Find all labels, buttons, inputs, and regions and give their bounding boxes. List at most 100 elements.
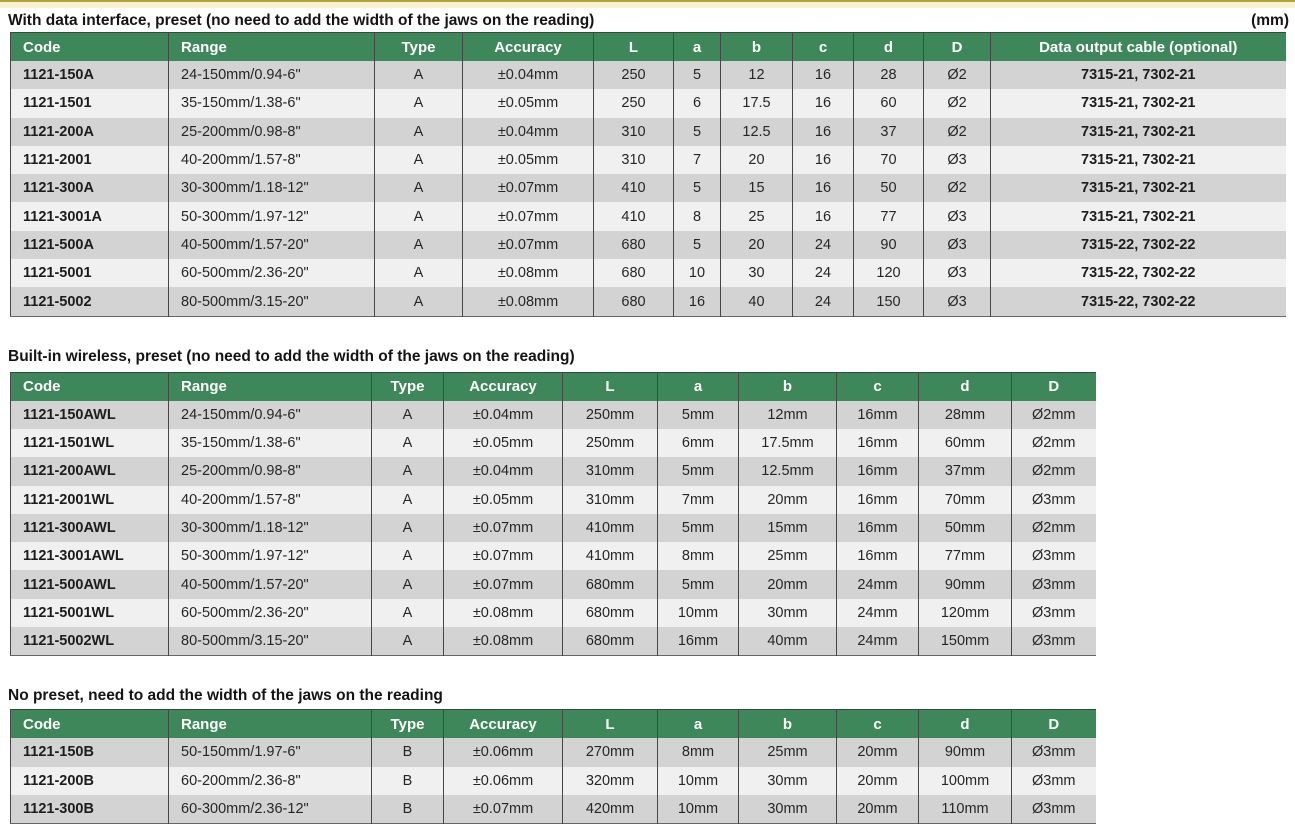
- table-cell: 50mm: [918, 513, 1012, 543]
- table-cell: 24: [792, 287, 854, 317]
- table-cell: 250mm: [562, 400, 658, 429]
- table-cell: ±0.08mm: [443, 627, 563, 656]
- table-cell: Ø2mm: [1011, 513, 1096, 543]
- table-cell: 250: [593, 89, 674, 118]
- table-cell: 60-500mm/2.36-20": [168, 259, 375, 288]
- table-cell: 60-300mm/2.36-12": [168, 794, 372, 824]
- table-cell: 17.5mm: [738, 428, 837, 458]
- table-cell: 80-500mm/3.15-20": [168, 627, 372, 656]
- table-cell: 310: [593, 117, 674, 146]
- table-cell: 40: [720, 287, 793, 317]
- table-cell: 7315-22, 7302-22: [990, 259, 1286, 288]
- table-row: 1121-1501 35-150mm/1.38-6" A ±0.05mm 250 6 17.…: [10, 89, 1286, 118]
- table-cell: 7315-21, 7302-21: [990, 145, 1286, 175]
- table-cell: 100mm: [918, 766, 1012, 795]
- table-cell: A: [371, 428, 444, 458]
- column-header: c: [836, 709, 919, 739]
- table-cell: 50: [853, 174, 924, 203]
- table-cell: Ø3mm: [1011, 485, 1096, 514]
- table-cell: 20mm: [738, 570, 837, 599]
- table-cell: 10mm: [657, 766, 739, 795]
- table-cell: 7315-22, 7302-22: [990, 230, 1286, 260]
- table-cell: 20mm: [836, 738, 919, 767]
- table-row: 1121-1501WL 35-150mm/1.38-6" A ±0.05mm 250mm…: [10, 428, 1096, 458]
- table-row: 1121-200A 25-200mm/0.98-8" A ±0.04mm 310 5 12.…: [10, 117, 1286, 146]
- table-cell: 1121-3001AWL: [10, 542, 169, 571]
- table-cell: Ø3mm: [1011, 598, 1096, 628]
- table-cell: A: [371, 598, 444, 628]
- table-cell: A: [371, 542, 444, 571]
- table-cell: 17.5: [720, 89, 793, 118]
- table-cell: 5: [673, 61, 721, 90]
- table-cell: 24-150mm/0.94-6": [168, 61, 375, 90]
- table-cell: Ø3: [923, 202, 991, 231]
- table-cell: 25: [720, 202, 793, 231]
- table-cell: A: [371, 485, 444, 514]
- column-header: Type: [374, 32, 463, 61]
- unit-label: (mm): [1251, 12, 1289, 29]
- table-cell: 16: [792, 89, 854, 118]
- table-cell: B: [371, 766, 444, 795]
- table-cell: 410mm: [562, 542, 658, 571]
- table-row: 1121-300A 30-300mm/1.18-12" A ±0.07mm 410 5 15…: [10, 174, 1286, 203]
- table-cell: 16: [792, 202, 854, 231]
- table-cell: Ø3mm: [1011, 794, 1096, 824]
- table-cell: 410: [593, 174, 674, 203]
- table-cell: 10mm: [657, 598, 739, 628]
- table-cell: 16: [673, 287, 721, 317]
- table-cell: Ø2mm: [1011, 457, 1096, 486]
- table-cell: 40-200mm/1.57-8": [168, 145, 375, 175]
- table-cell: 90mm: [918, 738, 1012, 767]
- table-row: 1121-150B 50-150mm/1.97-6" B ±0.06mm 270mm 8m…: [10, 738, 1096, 767]
- table-cell: ±0.04mm: [462, 117, 594, 146]
- table-cell: 12: [720, 61, 793, 90]
- column-header: b: [738, 709, 837, 739]
- table-cell: 16mm: [836, 485, 919, 514]
- table-cell: 7315-21, 7302-21: [990, 117, 1286, 146]
- table-cell: B: [371, 794, 444, 824]
- table-cell: 30-300mm/1.18-12": [168, 174, 375, 203]
- table-cell: 25-200mm/0.98-8": [168, 457, 372, 486]
- table-cell: ±0.08mm: [443, 598, 563, 628]
- table-cell: 1121-150B: [10, 738, 169, 767]
- column-header: D: [923, 32, 991, 61]
- table-cell: 1121-5002: [10, 287, 169, 317]
- table-row: 1121-3001A 50-300mm/1.97-12" A ±0.07mm 410 8 2…: [10, 202, 1286, 231]
- table-row: 1121-500A 40-500mm/1.57-20" A ±0.07mm 680 5 20…: [10, 230, 1286, 260]
- table-cell: ±0.07mm: [462, 230, 594, 260]
- table-cell: 120mm: [918, 598, 1012, 628]
- table-cell: 250mm: [562, 428, 658, 458]
- table-cell: 410mm: [562, 513, 658, 543]
- table-cell: 30mm: [738, 598, 837, 628]
- table-cell: 70mm: [918, 485, 1012, 514]
- table-cell: 30-300mm/1.18-12": [168, 513, 372, 543]
- table-cell: 7315-22, 7302-22: [990, 287, 1286, 317]
- column-header: D: [1011, 709, 1096, 739]
- table-cell: 20: [720, 145, 793, 175]
- table-cell: 1121-300A: [10, 174, 169, 203]
- column-header: Accuracy: [462, 32, 594, 61]
- top-accent-band: [0, 0, 1295, 8]
- table-cell: 110mm: [918, 794, 1012, 824]
- table-cell: 5mm: [657, 457, 739, 486]
- table-cell: 680mm: [562, 570, 658, 599]
- table-cell: 1121-5001: [10, 259, 169, 288]
- table-row: 1121-150AWL 24-150mm/0.94-6" A ±0.04mm 250mm…: [10, 400, 1096, 429]
- table-cell: 1121-150A: [10, 61, 169, 90]
- table-cell: 5mm: [657, 513, 739, 543]
- table-cell: 20: [720, 230, 793, 260]
- table-cell: ±0.07mm: [443, 794, 563, 824]
- section-title-text: With data interface, preset (no need to …: [8, 12, 595, 29]
- table-cell: 680: [593, 230, 674, 260]
- section-title-built-in-wireless: Built-in wireless, preset (no need to ad…: [0, 348, 1295, 366]
- column-header: a: [673, 32, 721, 61]
- table-cell: 6mm: [657, 428, 739, 458]
- table-cell: 7315-21, 7302-21: [990, 61, 1286, 90]
- table-cell: ±0.07mm: [462, 174, 594, 203]
- table-cell: 5mm: [657, 570, 739, 599]
- table-cell: Ø2: [923, 61, 991, 90]
- table-cell: Ø3: [923, 287, 991, 317]
